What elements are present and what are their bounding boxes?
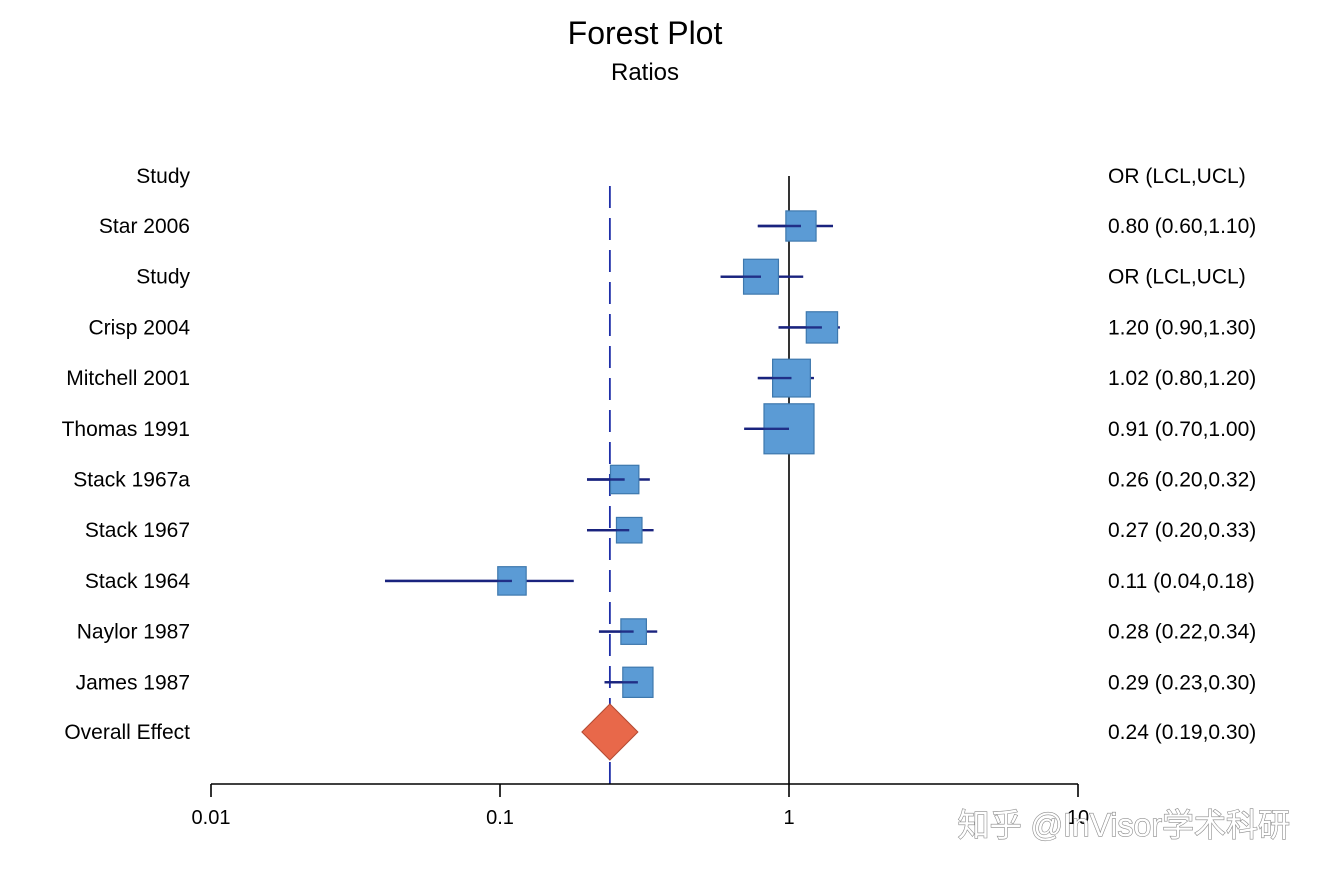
- ci-text: 0.29 (0.23,0.30): [1108, 671, 1256, 694]
- ci-text: 1.02 (0.80,1.20): [1108, 367, 1256, 390]
- study-label: Thomas 1991: [62, 418, 190, 441]
- x-axis-ticks: 0.01 0.1 1 10: [192, 784, 1089, 829]
- overall-effect-ci-text: 0.24 (0.19,0.30): [1108, 721, 1256, 744]
- study-label: James 1987: [76, 671, 190, 694]
- point-estimate-marker: [615, 516, 643, 544]
- study-label: Stack 1964: [85, 570, 190, 593]
- study-label: Naylor 1987: [77, 621, 190, 644]
- study-row: Stack 1964 0.11 (0.04,0.18): [85, 566, 1255, 596]
- ci-text: 0.27 (0.20,0.33): [1108, 519, 1256, 542]
- ci-text: 1.20 (0.90,1.30): [1108, 316, 1256, 339]
- overall-effect-label: Overall Effect: [64, 721, 190, 744]
- ci-text: 0.11 (0.04,0.18): [1108, 570, 1255, 593]
- ci-text: 0.91 (0.70,1.00): [1108, 418, 1256, 441]
- study-label: Star 2006: [99, 215, 190, 238]
- study-row: Crisp 2004 1.20 (0.90,1.30): [88, 311, 1256, 344]
- study-label: Mitchell 2001: [66, 367, 190, 390]
- ci-text: 0.26 (0.20,0.32): [1108, 469, 1256, 492]
- ci-text: OR (LCL,UCL): [1108, 266, 1246, 289]
- ci-text: 0.28 (0.22,0.34): [1108, 621, 1256, 644]
- study-row: Thomas 1991 0.91 (0.70,1.00): [62, 403, 1256, 455]
- study-label: Stack 1967: [85, 519, 190, 542]
- study-row: Naylor 1987 0.28 (0.22,0.34): [77, 618, 1256, 645]
- right-header: OR (LCL,UCL): [1108, 165, 1246, 188]
- chart-subtitle: Ratios: [611, 59, 679, 86]
- study-row: Mitchell 2001 1.02 (0.80,1.20): [66, 358, 1256, 398]
- x-tick-label: 0.01: [192, 807, 231, 829]
- x-tick-label: 0.1: [486, 807, 514, 829]
- chart-title: Forest Plot: [568, 15, 723, 51]
- study-row: Star 2006 0.80 (0.60,1.10): [99, 210, 1256, 242]
- study-row: James 1987 0.29 (0.23,0.30): [76, 666, 1256, 699]
- study-label: Crisp 2004: [88, 316, 190, 339]
- study-label: Study: [136, 266, 190, 289]
- x-tick-label: 10: [1067, 807, 1089, 829]
- study-row: Stack 1967a 0.26 (0.20,0.32): [73, 464, 1256, 495]
- study-label: Stack 1967a: [73, 469, 190, 492]
- study-row: Stack 1967 0.27 (0.20,0.33): [85, 516, 1256, 544]
- overall-effect-diamond: [581, 703, 639, 761]
- left-header: Study: [136, 165, 190, 188]
- overall-effect-row: Overall Effect 0.24 (0.19,0.30): [64, 703, 1256, 761]
- study-rows: Star 2006 0.80 (0.60,1.10) Study OR (LCL,UC…: [62, 210, 1256, 699]
- study-row: Study OR (LCL,UCL): [136, 258, 1246, 295]
- watermark: 知乎 @InVisor学术科研: [958, 807, 1290, 843]
- ci-text: 0.80 (0.60,1.10): [1108, 215, 1256, 238]
- x-tick-label: 1: [783, 807, 794, 829]
